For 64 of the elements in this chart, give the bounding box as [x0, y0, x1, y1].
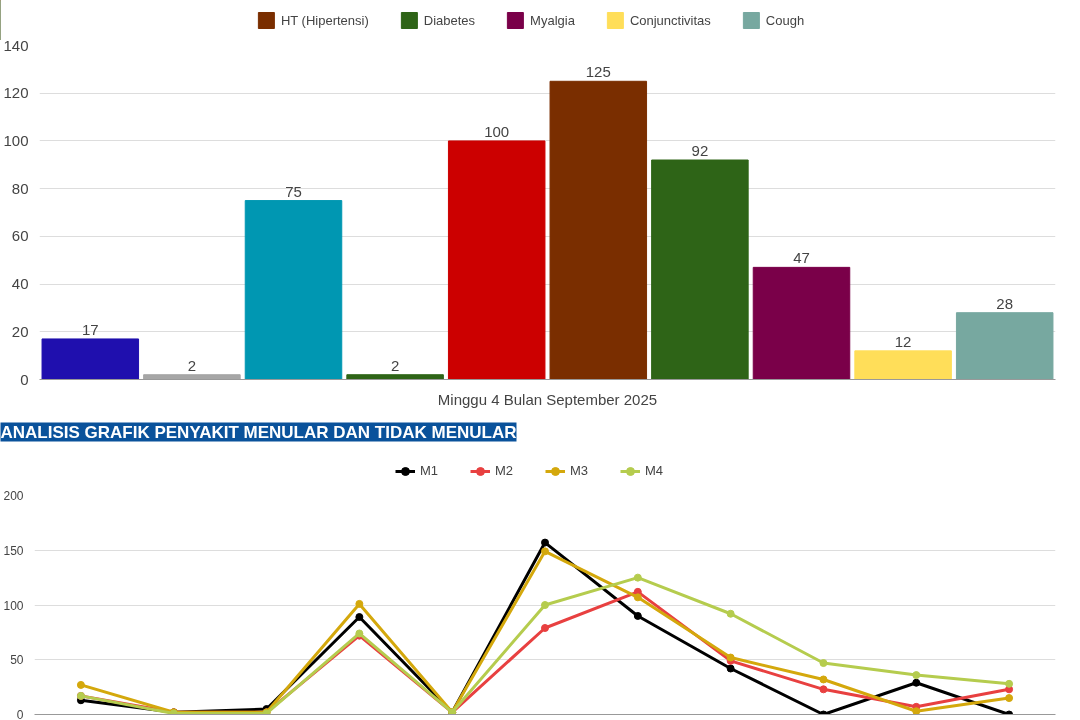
legend-label: M3 [570, 463, 590, 478]
y-tick-label: 100 [3, 131, 29, 149]
y-tick-label: 200 [3, 489, 24, 503]
y-tick-label: 140 [3, 36, 29, 54]
y-tick-label: 40 [11, 275, 29, 293]
bar [244, 200, 343, 380]
y-tick-label: 80 [11, 179, 29, 197]
bar [41, 338, 140, 380]
bar [143, 374, 241, 380]
legend-label: M1 [420, 463, 440, 478]
bar [854, 350, 952, 380]
point [912, 678, 921, 687]
data-label: 28 [996, 294, 1014, 312]
y-tick-label: 100 [3, 598, 24, 613]
y-tick-label: 0 [20, 370, 29, 388]
x-tick-label: Minggu 4 Bulan September 2025 [437, 390, 658, 408]
data-label: 125 [585, 63, 611, 81]
legend-label: Conjunctivitas [629, 12, 711, 28]
point [1005, 679, 1014, 688]
y-tick-label: 20 [11, 322, 29, 340]
chart-title: ANALISIS GRAFIK PENYAKIT MENULAR DAN TIDAK MENULAR [0, 422, 517, 442]
y-tick-label: 50 [10, 653, 24, 668]
data-label: 17 [81, 320, 99, 338]
point [541, 624, 549, 632]
legend-label: Myalgia [530, 12, 575, 28]
point [726, 664, 735, 673]
point [76, 680, 85, 689]
point [912, 671, 921, 680]
data-label: 12 [894, 332, 912, 350]
data-label: 47 [793, 249, 810, 267]
point [726, 609, 735, 618]
y-tick-label: 60 [11, 227, 29, 245]
data-label: 75 [285, 182, 302, 200]
data-label: 2 [390, 356, 400, 374]
point [633, 611, 642, 620]
data-label: 92 [691, 142, 709, 160]
bar [955, 312, 1054, 380]
point [541, 547, 549, 556]
legend-label: Diabetes [423, 12, 476, 28]
legend-label: M2 [495, 463, 515, 478]
bar [549, 80, 648, 380]
data-label: 2 [187, 356, 197, 374]
bar [346, 374, 444, 380]
point [541, 538, 549, 547]
point [355, 599, 364, 608]
point [633, 573, 642, 582]
y-tick-label: 150 [3, 543, 24, 558]
legend-label: HT (Hipertensi) [280, 12, 369, 28]
point [1005, 694, 1014, 703]
point [912, 707, 921, 715]
bar [447, 140, 546, 380]
legend-label: Cough [765, 12, 805, 28]
legend-label: M4 [645, 463, 665, 478]
bar [651, 159, 749, 380]
point [819, 685, 828, 694]
y-tick-label: 120 [3, 84, 29, 102]
point [819, 675, 828, 684]
point [819, 659, 828, 668]
point [633, 593, 642, 602]
data-label: 100 [484, 122, 510, 140]
y-tick-label: 0 [16, 708, 24, 720]
bar [752, 266, 851, 380]
point [355, 613, 364, 622]
point [541, 601, 549, 609]
